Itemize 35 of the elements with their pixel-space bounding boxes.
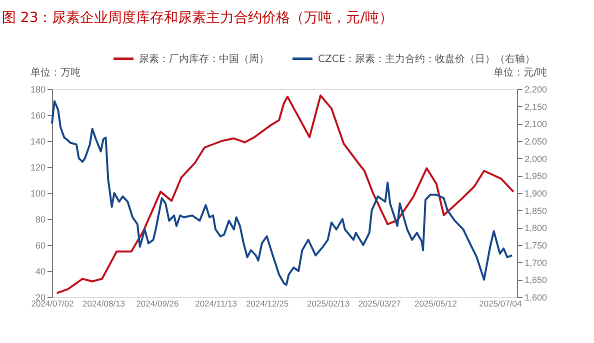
y2-tick-label: 2,000 [524, 154, 548, 164]
y2-tick-label: 1,950 [524, 171, 548, 182]
chart-title: 图 23：尿素企业周度库存和尿素主力合约价格（万吨，元/吨） [2, 10, 393, 26]
legend-label: CZCE：尿素：主力合约：收盘价（日）（右轴） [318, 52, 536, 65]
y-tick-label: 40 [35, 266, 46, 276]
y-tick-label: 100 [30, 188, 46, 198]
y-tick-label: 180 [30, 84, 46, 94]
y2-tick-label: 1,600 [524, 292, 548, 302]
y2-tick-label: 1,800 [524, 223, 548, 234]
y2-tick-label: 1,700 [524, 258, 548, 268]
legend-label: 尿素：厂内库存：中国（周） [139, 52, 269, 65]
x-tick-label: 2025/05/12 [414, 298, 458, 308]
y2-tick-label: 1,650 [524, 275, 548, 286]
y2-tick-label: 1,850 [524, 206, 548, 216]
y-tick-label: 160 [30, 110, 46, 120]
x-tick-label: 2024/07/02 [31, 298, 74, 308]
y-tick-label: 140 [30, 136, 46, 146]
y-tick-label: 120 [30, 162, 46, 172]
y2-tick-label: 2,100 [524, 119, 548, 130]
y-axis-title: 单位：万吨 [30, 66, 80, 78]
y2-tick-label: 2,200 [524, 84, 548, 94]
x-tick-label: 2025/02/13 [307, 298, 350, 308]
y2-tick-label: 1,750 [524, 240, 548, 250]
x-tick-label: 2025/07/04 [479, 298, 522, 308]
x-tick-label: 2024/08/13 [82, 298, 126, 308]
y2-tick-label: 2,150 [524, 102, 548, 112]
y-tick-label: 80 [35, 214, 46, 224]
x-tick-label: 2024/11/13 [195, 298, 238, 308]
x-tick-label: 2024/12/25 [246, 298, 289, 308]
y2-axis-title: 单位：元/吨 [494, 66, 547, 78]
y2-tick-label: 1,900 [524, 188, 548, 198]
x-tick-label: 2024/09/26 [136, 298, 179, 308]
y-tick-label: 60 [35, 240, 46, 250]
x-tick-label: 2025/03/27 [358, 298, 402, 308]
y2-tick-label: 2,050 [524, 136, 548, 146]
